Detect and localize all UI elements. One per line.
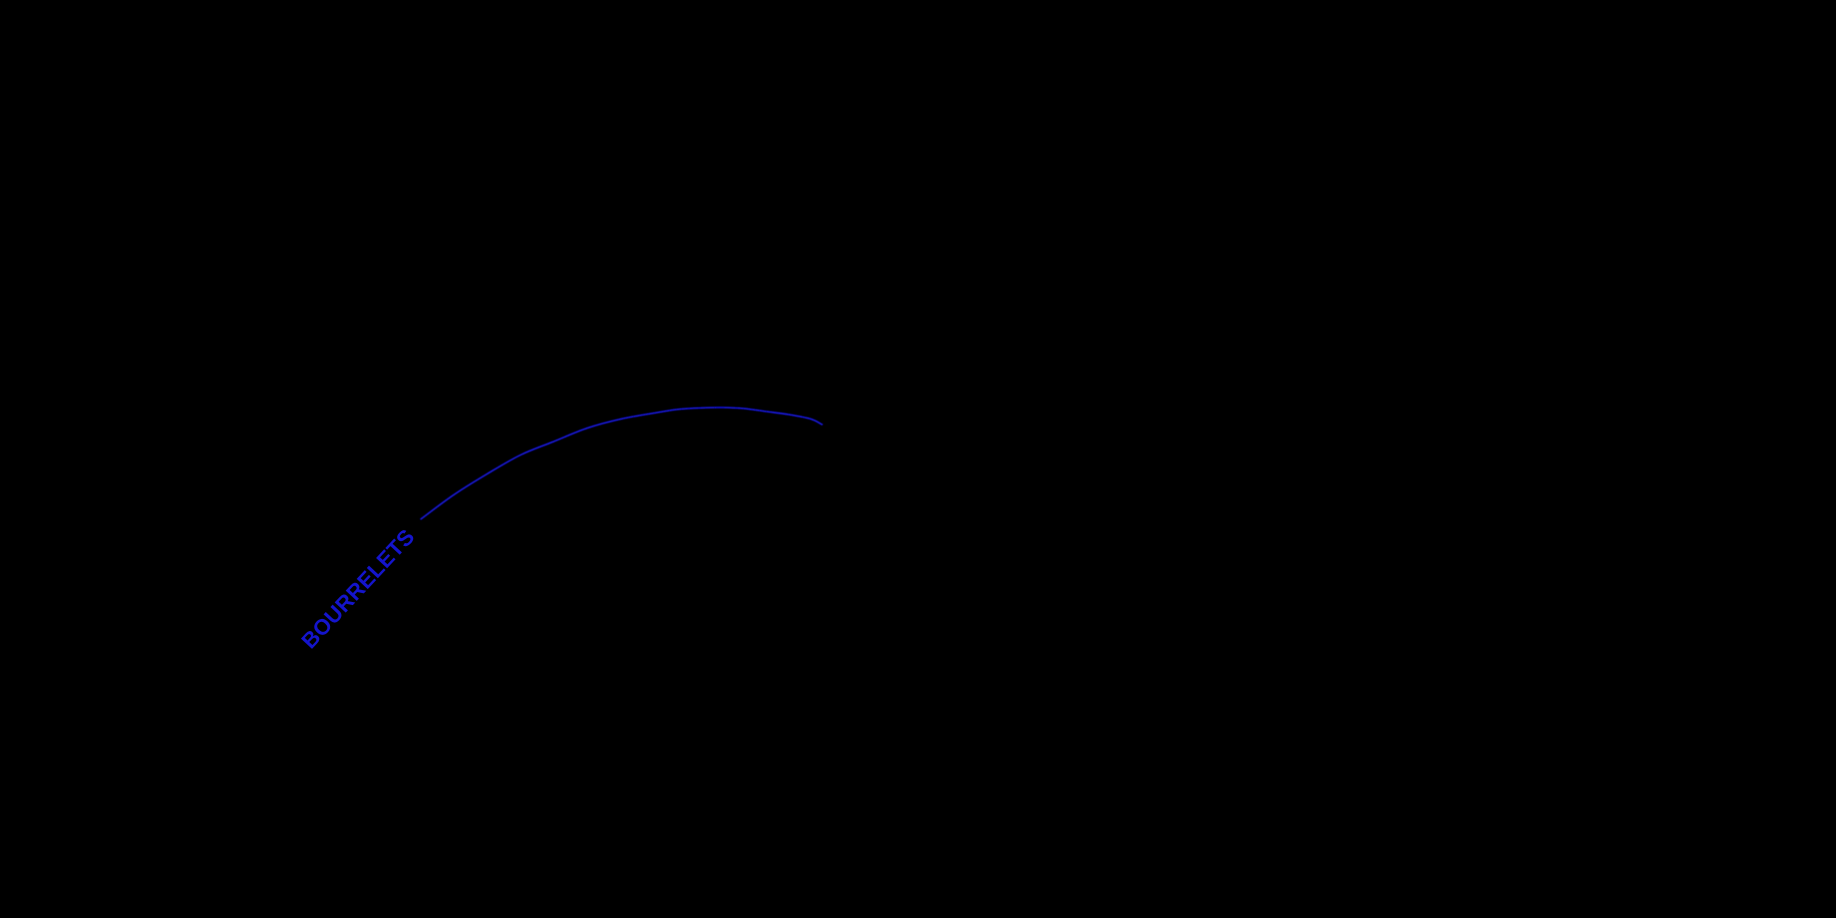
svg-text:BOURRELETS: BOURRELETS	[296, 524, 419, 653]
